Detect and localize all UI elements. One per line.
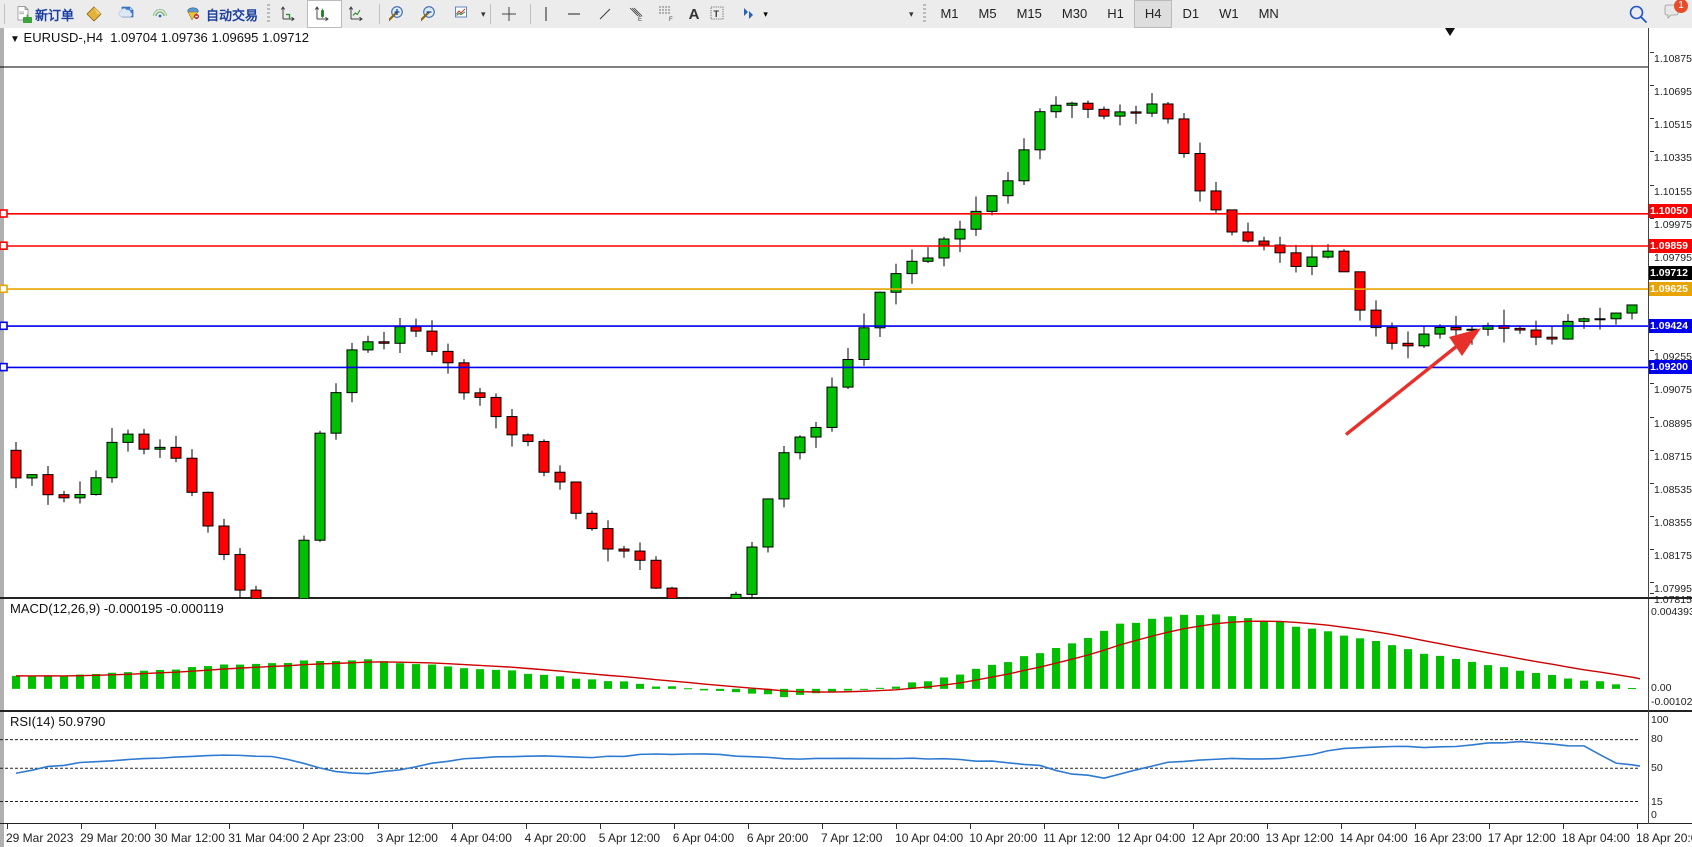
svg-text:T: T (714, 9, 720, 19)
svg-text:F: F (669, 17, 673, 23)
svg-text:E: E (638, 17, 642, 23)
